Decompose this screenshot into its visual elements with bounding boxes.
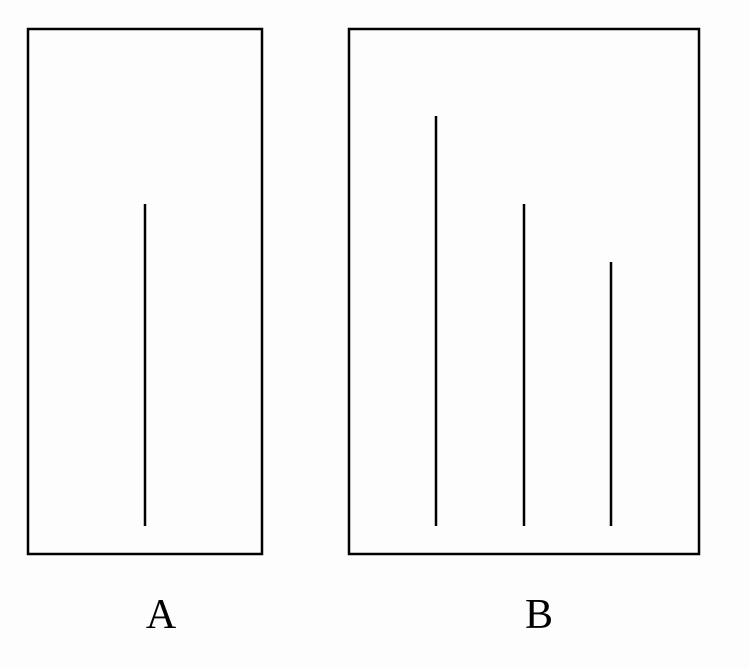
panel-a [26, 27, 264, 556]
panel-b [347, 27, 701, 556]
panel-frame [26, 27, 264, 556]
panel-label: B [525, 592, 553, 638]
panel-frame [347, 27, 701, 556]
panel-label: A [146, 592, 177, 638]
